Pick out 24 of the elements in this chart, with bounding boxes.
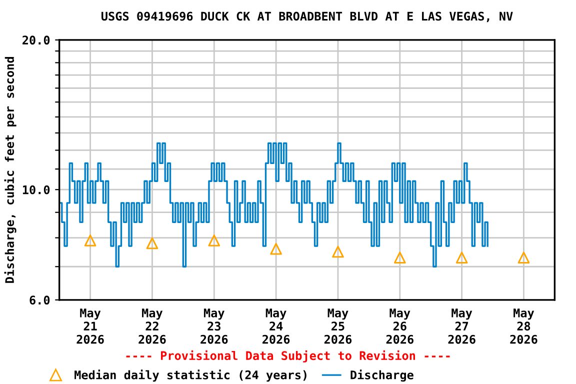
- y-tick-label: 20.0: [22, 36, 50, 45]
- legend-label: Discharge: [350, 370, 414, 382]
- point: [270, 242, 282, 255]
- point: [456, 252, 468, 264]
- x-tick-label: May 28 2026: [510, 308, 538, 344]
- x-tick-label: May 22 2026: [138, 308, 166, 344]
- x-tick-label: May 21 2026: [76, 308, 104, 344]
- x-tick-label: May 24 2026: [262, 308, 290, 344]
- y-axis-title: Discharge, cubic feet per second: [4, 57, 16, 283]
- point: [146, 237, 158, 250]
- y-tick-label: 6.0: [30, 296, 50, 305]
- point: [394, 252, 406, 264]
- point: [84, 234, 96, 246]
- point: [518, 252, 530, 264]
- x-tick-label: May 27 2026: [448, 308, 476, 344]
- point: [332, 246, 344, 258]
- y-tick-label: 10.0: [22, 185, 50, 194]
- x-tick-label: May 23 2026: [200, 308, 228, 344]
- x-tick-label: May 26 2026: [386, 308, 414, 344]
- point: [208, 234, 220, 246]
- legend-label: Median daily statistic (24 years): [74, 370, 306, 382]
- x-tick-label: May 25 2026: [324, 308, 352, 344]
- chart-title: USGS 09419696 DUCK CK AT BROADBENT BLVD AT E LAS VEGAS, NV: [102, 12, 513, 22]
- text: ---- Provisional Data Subject to Revision ----: [126, 350, 450, 362]
